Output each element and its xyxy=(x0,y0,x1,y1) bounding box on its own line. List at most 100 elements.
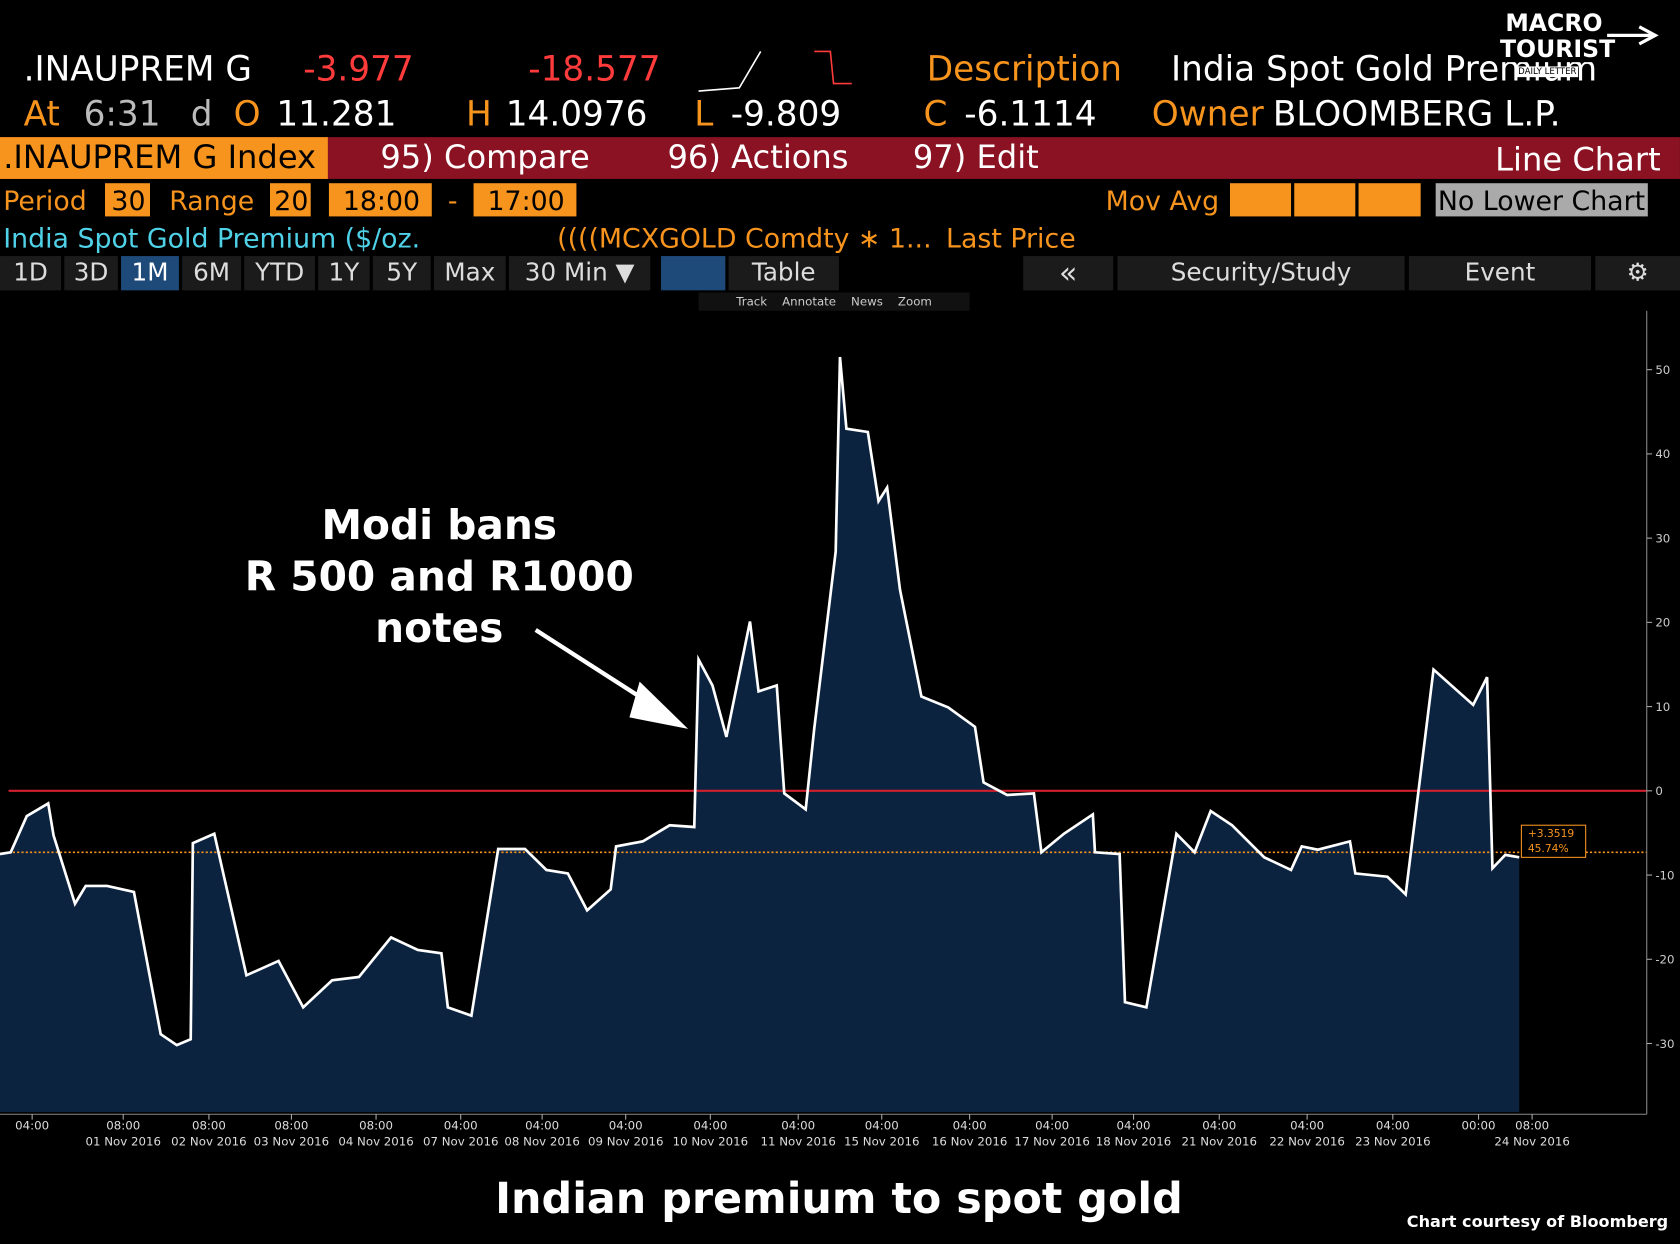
logo-line: MACRO xyxy=(1505,10,1603,38)
area xyxy=(0,356,1520,1113)
logo-arrow xyxy=(1607,25,1659,46)
owner: BLOOMBERG L.P. xyxy=(1272,93,1561,134)
change-pct: -18.577 xyxy=(528,48,661,89)
x-tick-label: 08:00 xyxy=(1515,1118,1550,1133)
legend-series: India Spot Gold Premium ($/oz. xyxy=(3,222,421,254)
range-tab[interactable]: Max xyxy=(433,256,506,291)
last-value-label: +3.3519 xyxy=(1528,827,1575,840)
open: 11.281 xyxy=(276,93,397,134)
x-tick-date: 08 Nov 2016 xyxy=(504,1134,580,1149)
tool[interactable]: Zoom xyxy=(897,294,932,309)
field-box[interactable] xyxy=(269,183,311,217)
range-tab[interactable]: 3D xyxy=(64,256,118,291)
owner-label: Owner xyxy=(1151,93,1264,134)
x-tick-label: 04:00 xyxy=(864,1118,899,1133)
x-tick-label: 04:00 xyxy=(1202,1118,1237,1133)
range-tab[interactable]: 30 Min ▼ xyxy=(508,256,651,291)
y-tick-label: -20 xyxy=(1655,953,1674,967)
credit: Chart courtesy of Bloomberg xyxy=(1407,1212,1668,1231)
y-tick-label: 30 xyxy=(1655,531,1670,545)
lower-chart-box[interactable] xyxy=(1435,183,1648,217)
x-tick-date: 10 Nov 2016 xyxy=(672,1134,749,1149)
d-label: d xyxy=(190,93,213,134)
range-tab[interactable]: 1M xyxy=(121,256,179,291)
x-tick-label: 04:00 xyxy=(1035,1118,1070,1133)
low-label: L xyxy=(694,93,714,134)
y-tick-label: 40 xyxy=(1655,447,1670,461)
high: 14.0976 xyxy=(505,93,648,134)
compare[interactable]: 95) Compare xyxy=(380,139,590,177)
tool[interactable]: News xyxy=(851,294,883,309)
tool-strip: Track Annotate News Zoom xyxy=(698,292,970,311)
last-price-box xyxy=(1520,824,1587,858)
field-box[interactable] xyxy=(1358,183,1421,217)
actions[interactable]: 96) Actions xyxy=(667,139,849,177)
x-tick-label: 04:00 xyxy=(1290,1118,1325,1133)
annotation-line: notes xyxy=(375,604,503,652)
ticker: .INAUPREM G xyxy=(23,48,252,89)
legend-formula: ((((MCXGOLD Comdty ∗ 1... xyxy=(557,222,932,254)
tool[interactable]: Annotate xyxy=(782,294,837,309)
y-tick-label: -30 xyxy=(1655,1037,1674,1051)
annotation-line: Modi bans xyxy=(322,501,558,549)
x-tick-label: 04:00 xyxy=(693,1118,728,1133)
x-tick-label: 04:00 xyxy=(1375,1118,1410,1133)
range-tab[interactable]: YTD xyxy=(244,256,315,291)
field-box[interactable] xyxy=(473,183,577,217)
x-tick-date: 16 Nov 2016 xyxy=(931,1134,1008,1149)
close-label: C xyxy=(923,93,948,134)
range-tab[interactable]: 1Y xyxy=(318,256,370,291)
x-tick-label: 08:00 xyxy=(106,1118,141,1133)
study-tab[interactable]: Security/Study xyxy=(1117,256,1405,291)
security[interactable]: .INAUPREM G Index xyxy=(3,139,317,177)
x-tick-date: 11 Nov 2016 xyxy=(760,1134,836,1149)
security-box xyxy=(0,137,328,179)
mov-avg: Mov Avg xyxy=(1105,185,1220,217)
x-tick-date: 07 Nov 2016 xyxy=(422,1134,499,1149)
settings-tab[interactable]: ⚙ xyxy=(1595,256,1680,291)
range-tab[interactable]: 1D xyxy=(0,256,62,291)
y-tick-label: 20 xyxy=(1655,616,1670,630)
change: -3.977 xyxy=(303,48,414,89)
field-box[interactable] xyxy=(104,183,150,217)
chart-tab[interactable] xyxy=(661,256,726,291)
at-label: At xyxy=(23,93,60,134)
annotation-arrow xyxy=(534,628,689,729)
tool[interactable]: Track xyxy=(736,294,768,309)
y-tick-label: 0 xyxy=(1655,784,1663,798)
x-tick-date: 22 Nov 2016 xyxy=(1269,1134,1345,1149)
field-box[interactable] xyxy=(328,183,432,217)
edit[interactable]: 97) Edit xyxy=(912,139,1039,177)
back-tab[interactable]: « xyxy=(1023,256,1114,291)
field-box[interactable] xyxy=(1229,183,1292,217)
y-tick-label: -10 xyxy=(1655,868,1674,882)
event-tab[interactable]: Event xyxy=(1408,256,1592,291)
x-tick-date: 23 Nov 2016 xyxy=(1355,1134,1431,1149)
end: 17:00 xyxy=(487,185,565,217)
y-tick-label: 50 xyxy=(1655,363,1670,377)
x-tick-date: 04 Nov 2016 xyxy=(338,1134,414,1149)
annotation: Modi bans R 500 and R1000 notes xyxy=(245,501,634,652)
period: 30 xyxy=(111,185,146,217)
lower-chart: No Lower Chart xyxy=(1437,185,1646,217)
x-tick-label: 04:00 xyxy=(443,1118,478,1133)
start: 18:00 xyxy=(342,185,421,217)
low: -9.809 xyxy=(730,93,842,134)
x-tick-label: 04:00 xyxy=(1116,1118,1151,1133)
field-box[interactable] xyxy=(1294,183,1356,217)
x-tick-label: 00:00 xyxy=(1461,1118,1496,1133)
y-tick-label: 10 xyxy=(1655,700,1670,714)
table-tab[interactable]: Table xyxy=(728,256,839,291)
sparkline xyxy=(814,50,852,85)
x-tick-date: 24 Nov 2016 xyxy=(1494,1134,1570,1149)
range-tab[interactable]: 5Y xyxy=(372,256,431,291)
annotation-line: R 500 and R1000 xyxy=(245,552,634,600)
range-tab[interactable]: 6M xyxy=(182,256,242,291)
last-pct-label: 45.74% xyxy=(1528,842,1569,855)
range-label: Range xyxy=(169,185,255,217)
x-tick-label: 08:00 xyxy=(191,1118,226,1133)
x-tick-date: 09 Nov 2016 xyxy=(587,1134,664,1149)
high-label: H xyxy=(466,93,492,134)
x-tick-label: 08:00 xyxy=(359,1118,394,1133)
